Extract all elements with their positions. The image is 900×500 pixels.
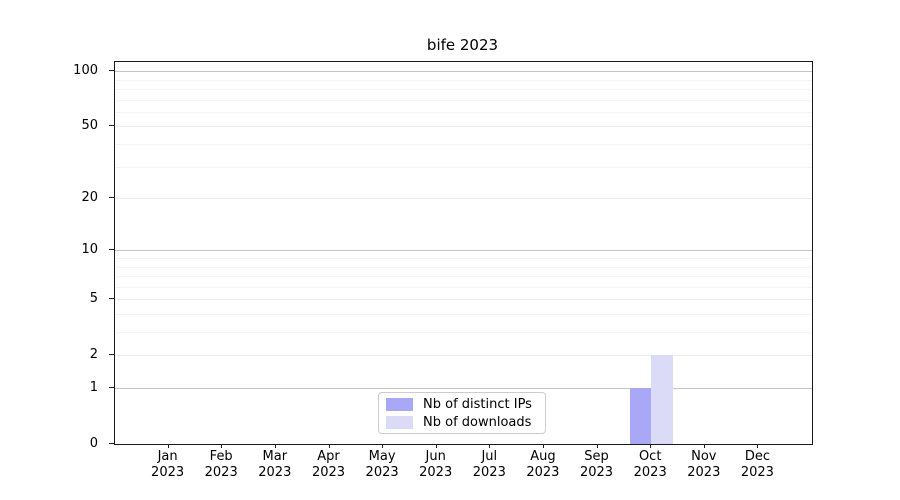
x-tick-mark [167,444,169,448]
x-tick-mark [221,444,223,448]
y-tick-mark [109,197,114,198]
gridline-y-80 [115,88,812,90]
y-tick-mark [109,125,114,127]
legend-swatch-distinct-ips [386,397,413,411]
x-tick-mark [382,444,384,448]
gridline-y-90 [115,79,812,81]
x-tick-label-mar: Mar 2023 [258,449,292,480]
x-tick-mark [650,444,652,448]
legend-label-distinct-ips: Nb of distinct IPs [423,396,532,412]
bar-downloads-oct-2023 [651,355,673,444]
legend: Nb of distinct IPs Nb of downloads [378,392,546,434]
gridline-y-100 [115,71,812,73]
y-tick-label-0: 0 [89,435,98,451]
y-tick-label-20: 20 [81,189,98,205]
legend-item-distinct-ips: Nb of distinct IPs [386,397,539,412]
x-tick-mark [328,444,330,448]
gridline-y-8 [115,266,812,268]
legend-label-downloads: Nb of downloads [423,414,532,430]
gridline-y-3 [115,332,812,333]
y-tick-mark [109,443,114,444]
x-tick-mark [435,444,437,448]
gridline-y-1 [115,388,812,389]
x-tick-mark [757,444,759,448]
gridline-y-70 [115,99,812,101]
y-tick-label-10: 10 [81,241,98,257]
x-tick-label-nov: Nov 2023 [687,449,721,480]
gridline-y-40 [115,143,812,145]
gridline-y-10 [115,250,812,252]
y-tick-label-1: 1 [89,379,98,395]
y-tick-label-5: 5 [89,290,98,306]
y-tick-mark [109,387,114,388]
x-tick-label-apr: Apr 2023 [311,449,346,480]
plot-area [114,61,813,445]
legend-swatch-downloads [386,415,413,429]
bar-distinct-ips-oct-2023 [629,388,652,444]
gridline-y-2 [115,355,812,357]
x-tick-label-feb: Feb 2023 [204,449,238,480]
gridline-y-50 [115,126,812,128]
x-tick-mark [489,444,491,448]
gridline-y-60 [115,111,812,113]
x-tick-label-jul: Jul 2023 [472,449,506,480]
y-tick-label-50: 50 [81,117,98,133]
x-tick-label-dec: Dec 2023 [740,449,774,480]
gridline-y-30 [115,166,812,168]
x-tick-mark [274,444,276,448]
gridline-y-5 [115,299,812,301]
y-tick-mark [109,298,114,300]
y-tick-mark [109,354,114,356]
y-tick-label-2: 2 [89,346,98,362]
x-tick-label-aug: Aug 2023 [526,449,560,480]
gridline-y-20 [115,198,812,199]
gridline-y-6 [115,286,812,288]
x-tick-mark [542,444,544,448]
y-tick-mark [109,70,114,72]
x-tick-label-sep: Sep 2023 [579,449,614,480]
x-tick-mark [703,444,705,448]
x-tick-label-jan: Jan 2023 [151,449,185,480]
x-tick-label-oct: Oct 2023 [633,449,667,480]
y-tick-mark [109,249,114,251]
x-tick-label-may: May 2023 [365,449,399,480]
y-tick-label-100: 100 [73,62,98,78]
x-tick-mark [596,444,598,448]
gridline-y-9 [115,257,812,259]
x-tick-label-jun: Jun 2023 [419,449,453,480]
legend-item-downloads: Nb of downloads [386,415,539,430]
gridline-y-7 [115,276,812,277]
chart-title: bife 2023 [426,36,499,54]
gridline-y-4 [115,313,812,315]
